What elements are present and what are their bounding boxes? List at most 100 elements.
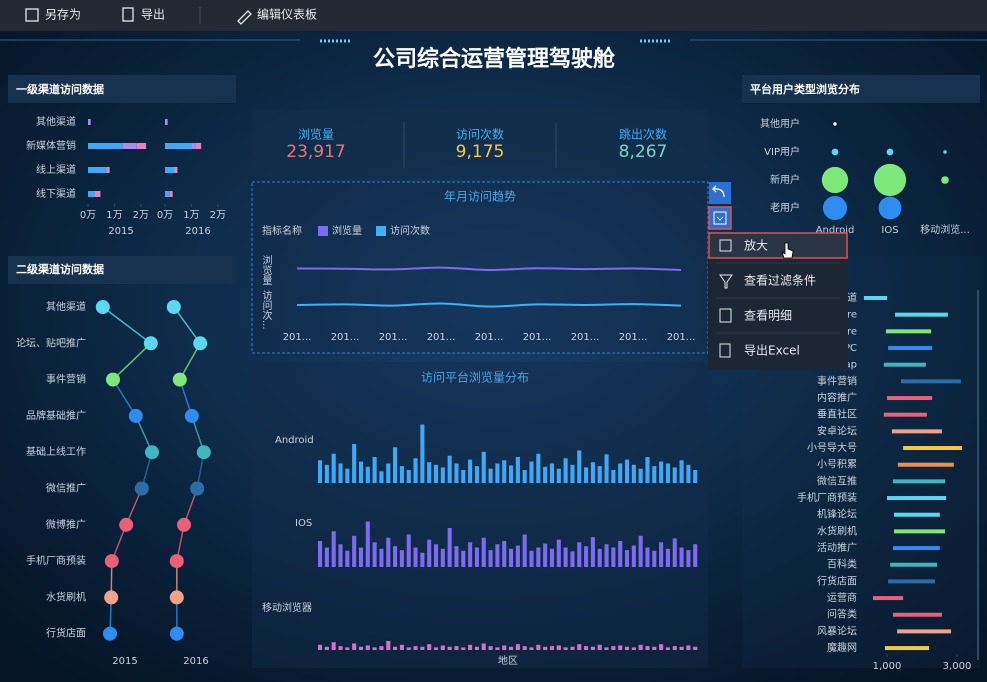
dot bbox=[196, 445, 211, 460]
bar bbox=[543, 646, 548, 650]
category-label: ap bbox=[845, 360, 857, 371]
toolbar-button[interactable]: 编辑仪表板 bbox=[257, 7, 317, 22]
menu-item[interactable]: 放大 bbox=[744, 238, 768, 253]
dot bbox=[166, 300, 181, 314]
bar bbox=[645, 547, 650, 567]
bar bbox=[386, 640, 391, 650]
bar bbox=[693, 470, 698, 483]
bubble bbox=[821, 166, 849, 194]
bar bbox=[543, 543, 548, 567]
bar bbox=[563, 458, 568, 483]
bar bbox=[433, 647, 439, 650]
kpi-value: 8,267 bbox=[619, 142, 668, 162]
bar bbox=[515, 545, 520, 567]
legend-swatch bbox=[376, 226, 386, 236]
column-label: Android bbox=[816, 225, 855, 236]
bar bbox=[331, 453, 336, 483]
bar bbox=[324, 464, 329, 483]
row-label: 浏览量 bbox=[260, 254, 272, 285]
facet-label: 2015 bbox=[108, 226, 133, 237]
bar bbox=[440, 548, 445, 567]
bar-segment bbox=[136, 143, 147, 149]
category-label: 新媒体营销 bbox=[26, 139, 76, 152]
bar bbox=[420, 424, 425, 483]
facet-label: 2016 bbox=[185, 226, 210, 237]
menu-item-highlight[interactable] bbox=[708, 232, 848, 259]
bar bbox=[549, 548, 555, 567]
dropdown-icon bbox=[713, 211, 727, 225]
bar bbox=[427, 539, 432, 567]
category-label: 魔趣网 bbox=[827, 641, 857, 654]
bar bbox=[522, 470, 527, 483]
bar bbox=[420, 646, 425, 650]
range-bar bbox=[897, 629, 952, 634]
trend-panel bbox=[251, 181, 709, 354]
bar bbox=[365, 521, 370, 567]
bar bbox=[427, 644, 432, 650]
bar bbox=[502, 541, 507, 567]
bar bbox=[345, 550, 350, 567]
menu-item[interactable]: 查看明细 bbox=[744, 309, 792, 323]
facet-label: 2016 bbox=[183, 656, 208, 667]
bar bbox=[563, 647, 568, 650]
export-icon bbox=[122, 7, 134, 22]
undo-button[interactable] bbox=[709, 182, 731, 204]
category-label: 百科类 bbox=[827, 558, 857, 571]
range-bar bbox=[888, 346, 933, 351]
kpi-label: 浏览量 bbox=[298, 127, 334, 142]
bar bbox=[399, 466, 404, 483]
category-label: re bbox=[847, 310, 857, 321]
edit-icon bbox=[237, 10, 252, 25]
bar bbox=[379, 646, 384, 650]
bar bbox=[468, 542, 473, 567]
dropdown-button[interactable] bbox=[708, 206, 732, 230]
x-tick-label: 201... bbox=[523, 332, 552, 343]
bubble bbox=[833, 122, 837, 126]
bar bbox=[454, 646, 459, 650]
bar bbox=[420, 552, 425, 567]
range-bar bbox=[863, 296, 887, 300]
panel-header bbox=[8, 75, 236, 103]
bar bbox=[372, 647, 377, 650]
toolbar-button[interactable]: 另存为 bbox=[45, 8, 81, 22]
bar bbox=[659, 461, 664, 483]
bar bbox=[672, 646, 677, 650]
category-label: 风暴论坛 bbox=[817, 624, 857, 637]
bar-segment bbox=[165, 119, 168, 125]
bar-segment bbox=[165, 191, 170, 197]
connector bbox=[112, 342, 152, 381]
bar-segment bbox=[191, 143, 196, 149]
dot bbox=[169, 554, 184, 569]
toolbar-button[interactable]: 导出 bbox=[141, 8, 165, 22]
bar bbox=[686, 550, 691, 567]
menu-item[interactable]: 查看过滤条件 bbox=[744, 274, 816, 288]
category-label: 内容推广 bbox=[817, 391, 857, 404]
bar bbox=[481, 537, 486, 567]
row-label: Android bbox=[275, 435, 314, 446]
x-tick-label: 2万 bbox=[210, 210, 226, 221]
category-label: 小号导大号 bbox=[807, 441, 857, 454]
bar bbox=[324, 646, 329, 650]
range-bar bbox=[903, 446, 962, 451]
kpi-value: 23,917 bbox=[286, 142, 345, 162]
bar bbox=[461, 550, 466, 567]
category-label: 行货店面 bbox=[46, 627, 86, 640]
bar bbox=[338, 544, 343, 567]
bar bbox=[406, 647, 411, 650]
panel-title: 一级渠道访问数据 bbox=[16, 82, 104, 96]
bar bbox=[556, 468, 561, 483]
row-label: 访问次... bbox=[260, 290, 272, 330]
bar bbox=[502, 645, 507, 650]
category-label: 活动推广 bbox=[817, 541, 857, 554]
cursor bbox=[781, 242, 794, 259]
category-label: 机锋论坛 bbox=[817, 508, 857, 521]
bar bbox=[652, 646, 657, 650]
menu-item[interactable]: 导出Excel bbox=[744, 344, 800, 358]
bar bbox=[474, 466, 479, 483]
bar bbox=[529, 461, 534, 483]
row-label: 其他用户 bbox=[760, 117, 800, 130]
row-label: 移动浏览器 bbox=[262, 601, 312, 614]
bar bbox=[372, 542, 377, 567]
